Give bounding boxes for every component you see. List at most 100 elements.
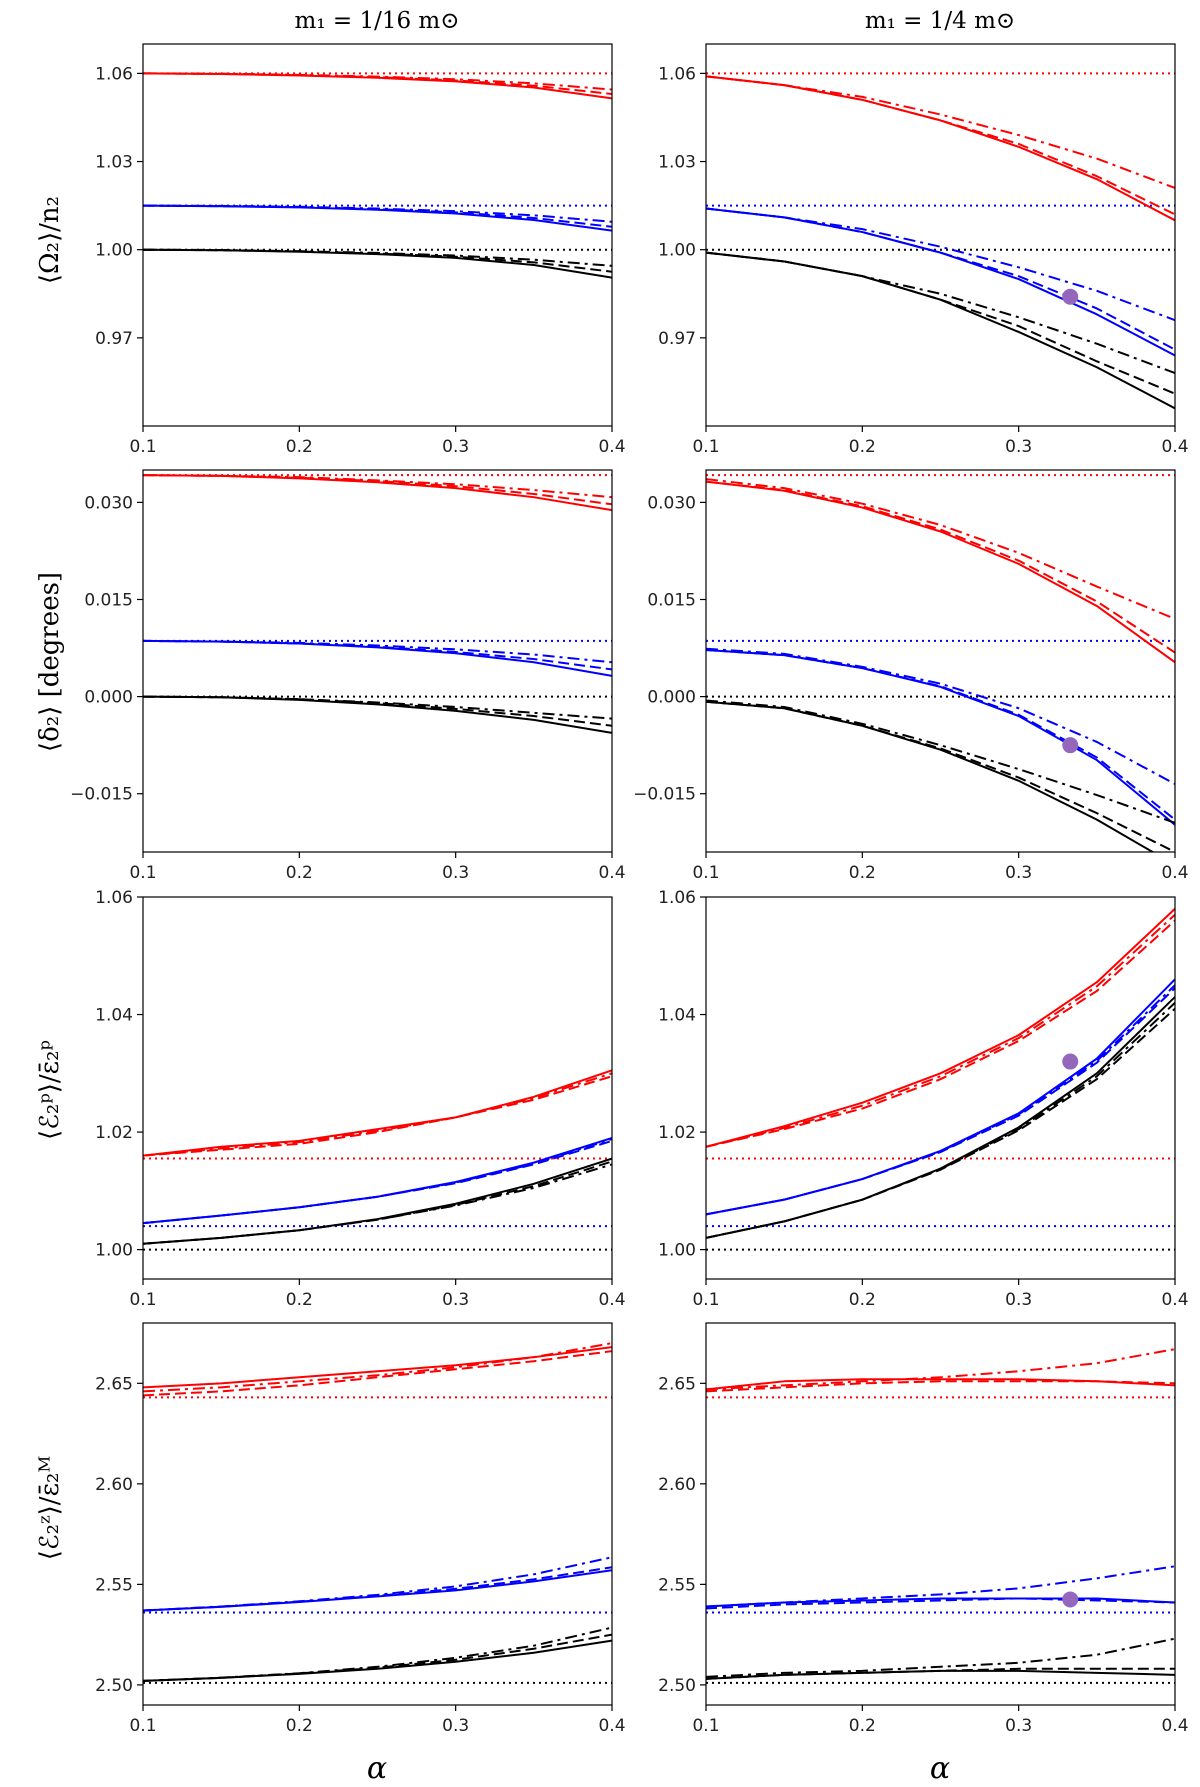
series-red-dashdot [143, 72, 612, 91]
series-black-dashdot [143, 695, 612, 720]
series-blue-dashed [706, 207, 1175, 351]
plot-content [706, 908, 1175, 1251]
x-tick-label: 0.3 [1005, 1716, 1032, 1736]
data-point-marker [1062, 288, 1079, 305]
y-tick-label: −0.015 [633, 785, 696, 805]
panel-r0c1: 0.1 0.2 0.3 0.4 0.97 1.00 1.03 1.06 [658, 43, 1189, 457]
series-black-dashed [706, 700, 1175, 852]
series-blue-dashdot [706, 984, 1175, 1216]
y-tick-label: 0.000 [84, 688, 133, 708]
x-tick-label: 0.2 [286, 437, 313, 457]
series-red-solid [706, 480, 1175, 664]
x-tick-label: 0.3 [442, 437, 469, 457]
series-red-dashdot [706, 1348, 1175, 1391]
col-title-left: m₁ = 1/16 m⊙ [295, 8, 460, 34]
x-tick-label: 0.4 [1161, 437, 1188, 457]
y-tick-label: 0.015 [647, 590, 696, 610]
series-red-dashed [143, 1350, 612, 1397]
axes-frame [142, 1322, 613, 1706]
series-black-dashed [706, 251, 1175, 395]
y-tick-label: 1.02 [95, 1123, 133, 1143]
y-tick-label: 1.06 [658, 888, 696, 908]
panel-r3c1: 0.1 0.2 0.3 0.4 2.50 2.55 2.60 2.65 [658, 1322, 1189, 1736]
y-tick-label: 2.55 [95, 1575, 133, 1595]
x-tick-label: 0.2 [286, 863, 313, 883]
axes-frame [142, 43, 613, 427]
y-tick-label: 2.50 [658, 1676, 696, 1696]
y-tick-label: 1.03 [95, 153, 133, 173]
plot-area [706, 470, 1175, 852]
y-tick-label: 2.55 [658, 1575, 696, 1595]
x-tick-label: 0.4 [1161, 863, 1188, 883]
y-tick-label: 1.06 [95, 64, 133, 84]
xlabel-left: α [367, 1751, 387, 1786]
x-tick-label: 0.4 [1161, 1716, 1188, 1736]
y-tick-label: 1.03 [658, 153, 696, 173]
data-point-marker [1062, 737, 1079, 754]
y-tick-label: 1.00 [95, 241, 133, 261]
col-title-right: m₁ = 1/4 m⊙ [865, 8, 1015, 34]
x-tick-label: 0.4 [1161, 1290, 1188, 1310]
y-tick-label: 1.04 [658, 1006, 696, 1026]
series-black-dashdot [706, 699, 1175, 824]
series-blue-dashdot [143, 204, 612, 223]
y-tick-label: 1.06 [95, 888, 133, 908]
series-red-dashdot [706, 75, 1175, 189]
series-blue-dashed [706, 648, 1175, 821]
x-tick-label: 0.2 [849, 437, 876, 457]
x-tick-label: 0.3 [1005, 1290, 1032, 1310]
plot-area [706, 1323, 1175, 1705]
y-tick-label: 2.50 [95, 1676, 133, 1696]
series-blue-dashdot [706, 207, 1175, 322]
series-black-dashed [143, 1633, 612, 1682]
y-tick-label: 0.97 [95, 329, 133, 349]
plot-area [143, 897, 612, 1279]
plot-area [143, 470, 612, 852]
y-tick-label: −0.015 [70, 785, 133, 805]
x-tick-label: 0.3 [1005, 437, 1032, 457]
series-red-dashdot [143, 1342, 612, 1393]
data-point-marker [1062, 1591, 1079, 1608]
plot-area [706, 897, 1175, 1279]
series-blue-dashed [143, 639, 612, 671]
x-tick-label: 0.2 [849, 1290, 876, 1310]
plot-content [706, 474, 1175, 852]
x-tick-label: 0.1 [692, 863, 719, 883]
y-tick-label: 1.00 [658, 241, 696, 261]
x-tick-label: 0.4 [598, 437, 625, 457]
series-red-dashed [706, 480, 1175, 654]
series-red-dashdot [143, 1072, 612, 1157]
x-tick-label: 0.2 [849, 1716, 876, 1736]
plot-area [706, 44, 1175, 426]
x-tick-label: 0.1 [129, 863, 156, 883]
x-tick-label: 0.2 [286, 1290, 313, 1310]
x-tick-label: 0.1 [129, 1716, 156, 1736]
panel-grid: 0.1 0.2 0.3 0.4 0.97 1.00 1.03 1.06 0.1 0.2 0.3 0.4… [70, 43, 1189, 1736]
x-tick-label: 0.2 [286, 1716, 313, 1736]
y-tick-label: 0.030 [84, 493, 133, 513]
series-red-dashdot [706, 913, 1175, 1148]
axes-frame [142, 896, 613, 1280]
series-blue-dashed [706, 1597, 1175, 1610]
series-red-solid [706, 908, 1175, 1148]
plot-content [706, 1348, 1175, 1684]
series-blue-dashdot [143, 639, 612, 664]
series-red-dashdot [143, 474, 612, 499]
plot-content [143, 1069, 612, 1251]
y-tick-label: 2.65 [95, 1374, 133, 1394]
y-tick-label: 1.00 [658, 1241, 696, 1261]
x-tick-label: 0.1 [692, 1290, 719, 1310]
y-tick-label: 0.000 [647, 688, 696, 708]
series-black-dashdot [706, 1637, 1175, 1678]
series-black-dashdot [706, 251, 1175, 375]
y-tick-label: 0.030 [647, 493, 696, 513]
x-tick-label: 0.3 [442, 1290, 469, 1310]
axes-frame [705, 469, 1176, 853]
panel-r3c0: 0.1 0.2 0.3 0.4 2.50 2.55 2.60 2.65 [95, 1322, 626, 1736]
series-black-dashed [706, 1667, 1175, 1680]
x-tick-label: 0.4 [598, 863, 625, 883]
series-red-dashed [706, 1380, 1175, 1393]
plot-area [143, 44, 612, 426]
series-black-dashdot [143, 1626, 612, 1682]
axes-frame [705, 43, 1176, 427]
